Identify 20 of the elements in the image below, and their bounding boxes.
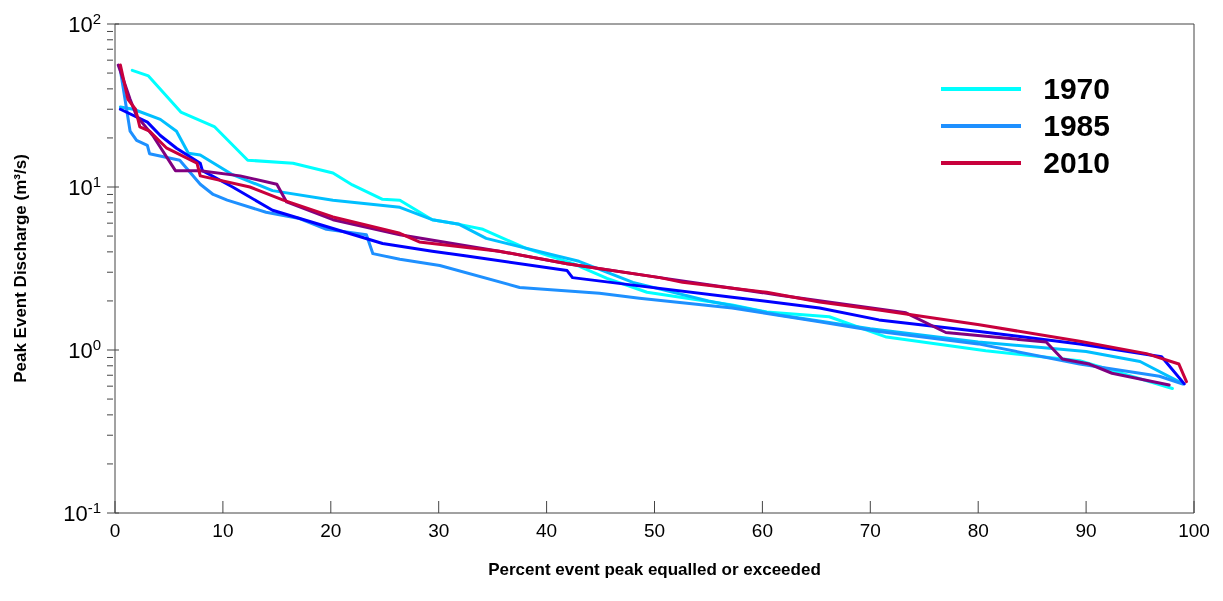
x-tick-label: 90 xyxy=(1075,520,1097,541)
x-tick-label: 30 xyxy=(428,520,450,541)
x-tick-label: 0 xyxy=(109,520,121,541)
y-tick-label: 10$^{0}$ xyxy=(68,335,101,363)
x-tick-label: 40 xyxy=(536,520,558,541)
legend-label: 1985 xyxy=(1043,108,1110,143)
y-tick-label: 10$^{1}$ xyxy=(68,172,101,200)
x-tick-label: 80 xyxy=(967,520,989,541)
y-tick-label: 10$^{-1}$ xyxy=(63,498,101,526)
x-tick-label: 60 xyxy=(751,520,773,541)
legend-label: 2010 xyxy=(1043,145,1110,180)
y-tick-label: 10$^{2}$ xyxy=(68,9,101,37)
legend-label: 1970 xyxy=(1043,71,1110,106)
x-tick-label: 50 xyxy=(643,520,666,541)
y-axis-title: Peak Event Discharge (m³/s) xyxy=(11,154,31,383)
x-tick-label: 100 xyxy=(1178,520,1210,541)
x-tick-label: 70 xyxy=(859,520,881,541)
x-tick-label: 10 xyxy=(212,520,234,541)
x-tick-label: 20 xyxy=(320,520,342,541)
x-axis-title: Percent event peak equalled or exceeded xyxy=(488,560,821,579)
